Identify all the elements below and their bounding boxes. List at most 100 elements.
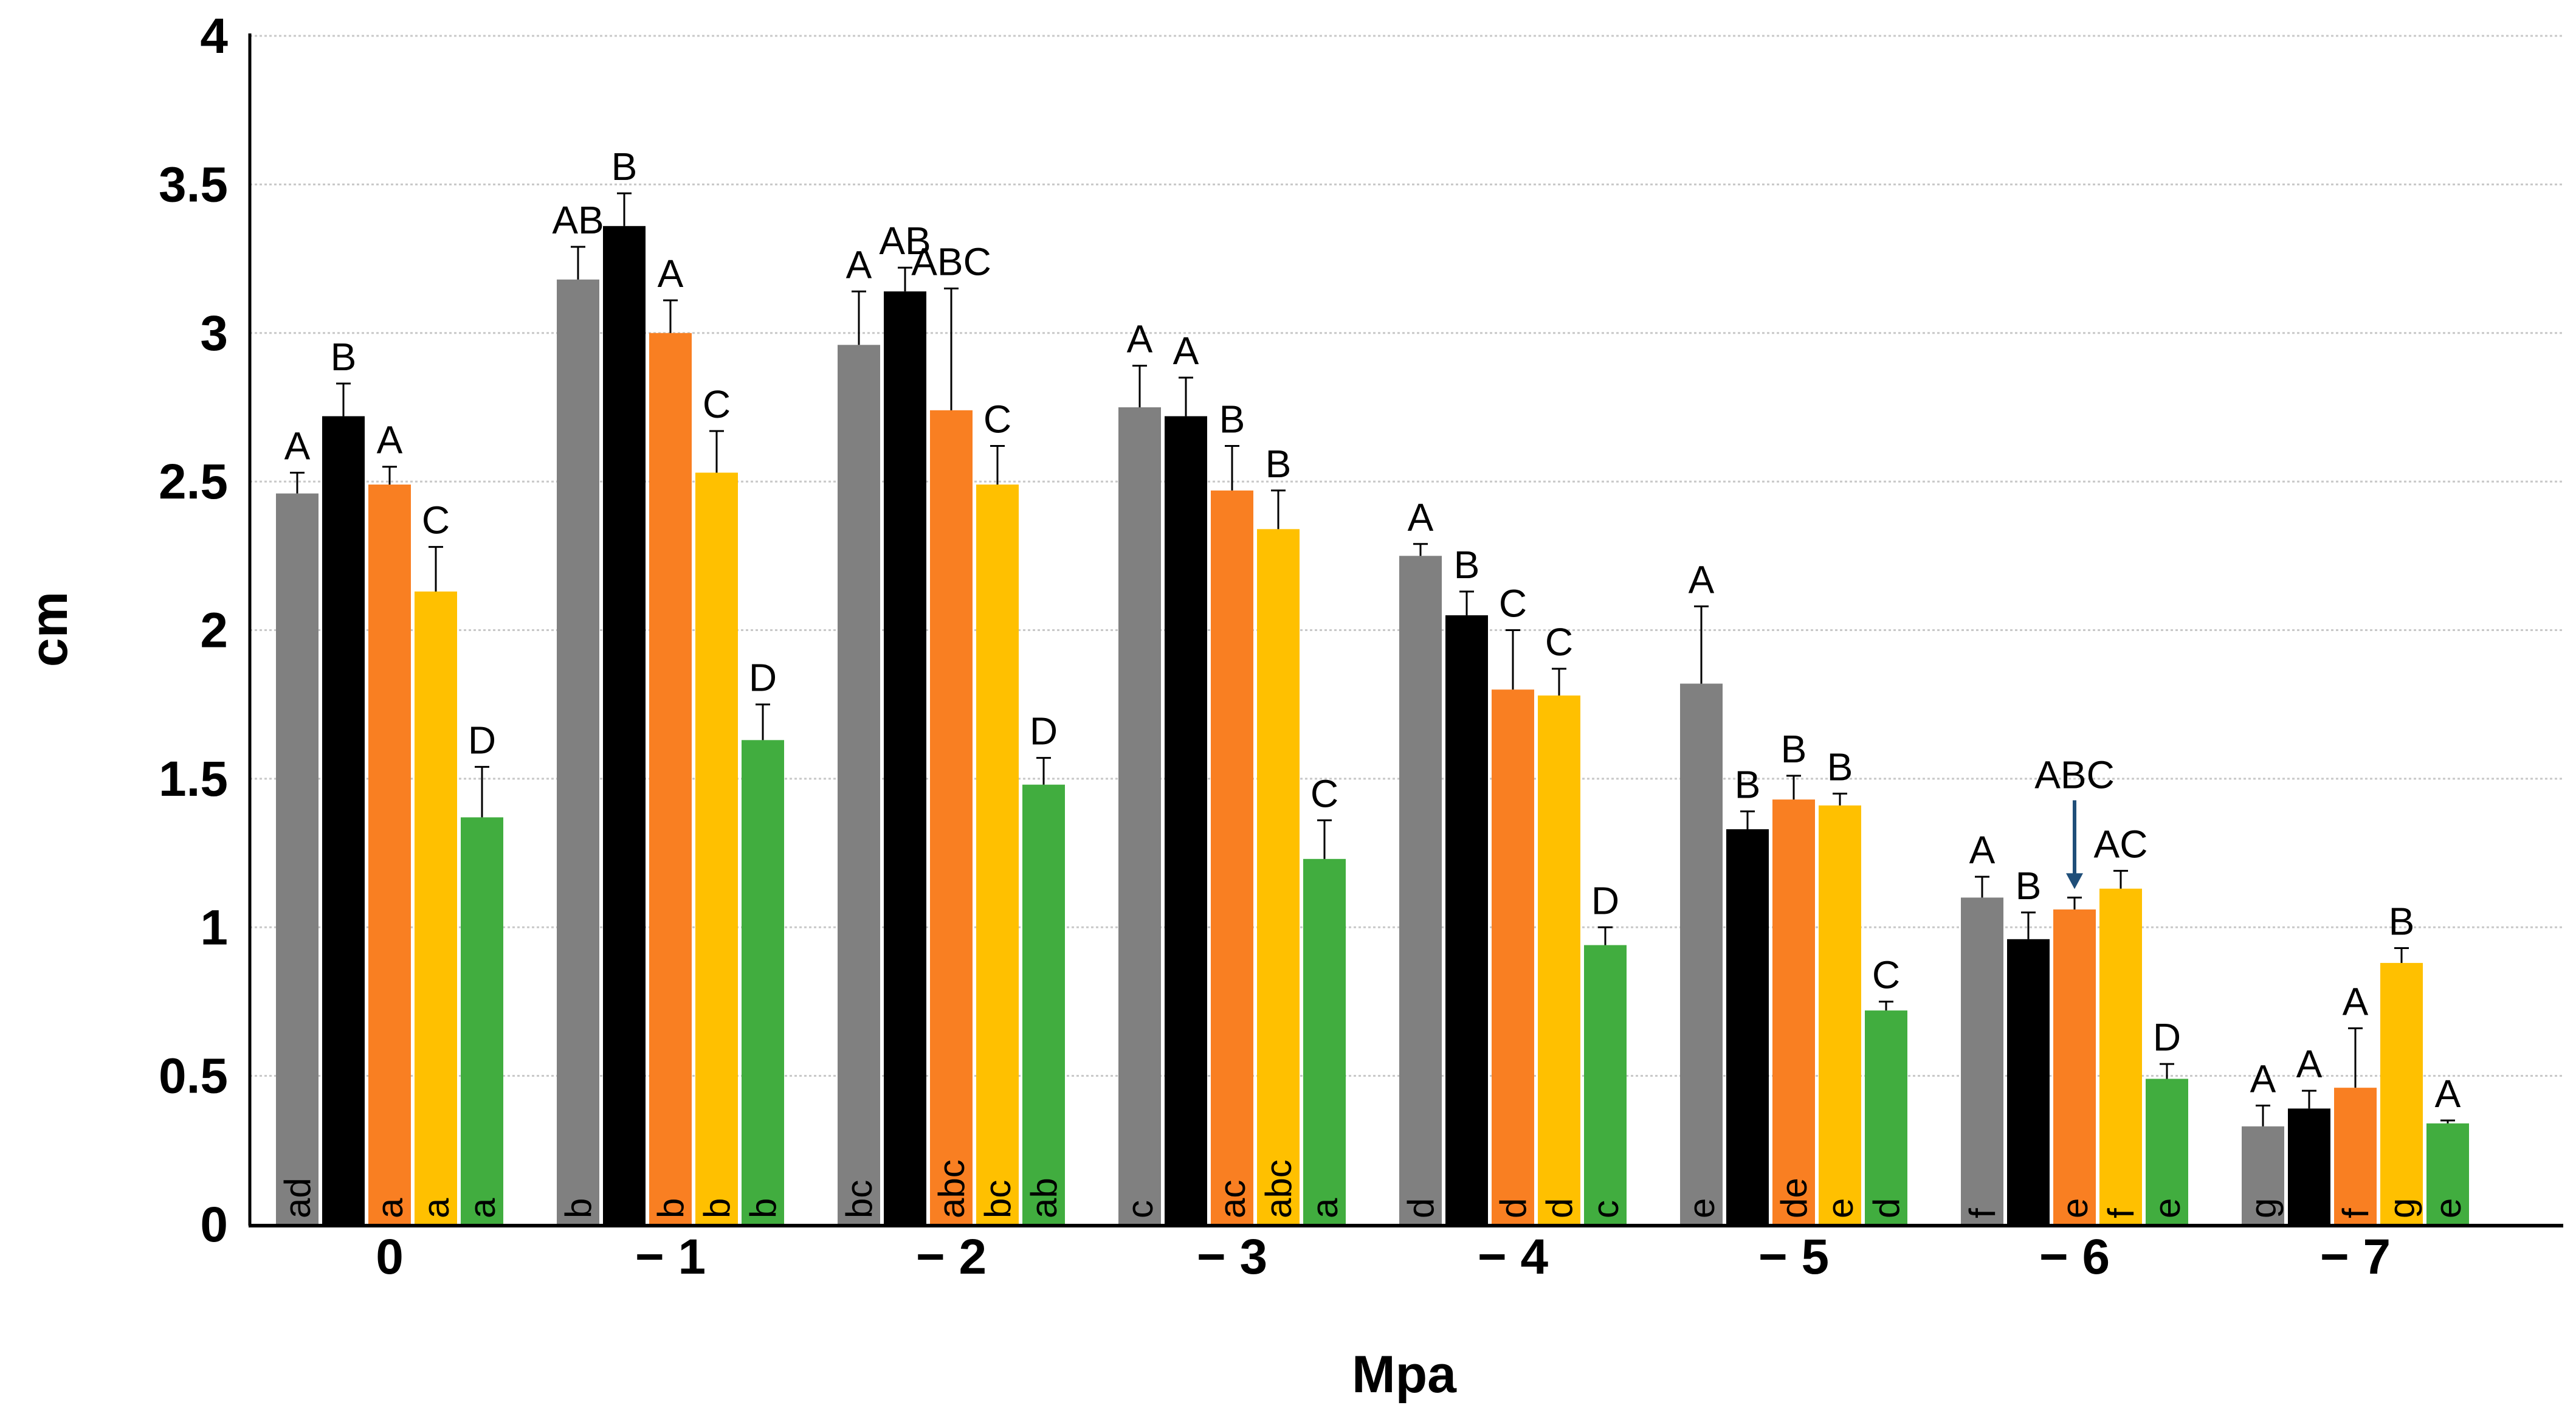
bar	[1772, 799, 1815, 1224]
bar	[1257, 529, 1300, 1225]
bar	[2242, 1126, 2284, 1224]
significance-letter-top: A	[1969, 828, 1996, 872]
significance-letter-top: D	[749, 656, 777, 700]
significance-letter-bottom: a	[462, 1198, 503, 1218]
significance-letter-bottom: e	[2147, 1198, 2188, 1218]
bar	[322, 416, 365, 1224]
bar	[557, 279, 599, 1224]
y-tick-label: 4	[200, 9, 228, 64]
significance-letter-top: ABC	[2034, 753, 2115, 796]
significance-letter-bottom: g	[2243, 1198, 2284, 1218]
significance-letter-bottom: c	[1585, 1200, 1626, 1218]
significance-letter-bottom: ad	[277, 1178, 318, 1218]
tick-labels: 0 0.5 1 1.5 2 2.5 3 3.5 4 0 − 1 − 2 − 3 − 4 − 5 − 6 − 7	[159, 9, 2391, 1285]
y-tick-label: 1	[200, 900, 228, 955]
significance-letter-bottom: e	[2054, 1198, 2095, 1218]
bar	[2380, 962, 2423, 1224]
significance-letter-bottom: a	[370, 1198, 410, 1218]
bar	[742, 740, 784, 1224]
significance-letter-top: C	[1872, 953, 1900, 996]
significance-letter-bottom: a	[416, 1198, 456, 1218]
significance-letter-bottom: a	[1166, 1198, 1207, 1218]
significance-letter-bottom: d	[1400, 1198, 1441, 1218]
bar	[649, 333, 692, 1224]
y-tick-label: 0.5	[159, 1049, 228, 1104]
x-tick-label: − 7	[2320, 1229, 2391, 1285]
significance-letter-bottom: bc	[839, 1180, 880, 1218]
significance-letter-top: AC	[2094, 822, 2148, 866]
significance-letter-bottom: e	[1727, 1198, 1768, 1218]
x-tick-label: − 2	[916, 1229, 987, 1285]
bar	[415, 591, 457, 1224]
bar	[930, 410, 973, 1225]
y-tick-label: 2.5	[159, 454, 228, 509]
bar	[838, 345, 880, 1224]
bars: AadBaAaCaDaABbBbAbCbDbAbcABcABCabcCbcDab…	[276, 145, 2469, 1225]
bar	[884, 291, 926, 1225]
significance-letter-top: A	[1689, 557, 1715, 601]
bar	[1538, 695, 1580, 1224]
significance-letter-top: A	[1408, 495, 1434, 539]
significance-letter-bottom: g	[2289, 1198, 2330, 1218]
significance-letter-top: B	[1735, 763, 1761, 807]
bar	[976, 485, 1019, 1225]
significance-letter-bottom: f	[1962, 1208, 2003, 1218]
bar	[1022, 784, 1065, 1224]
significance-letter-bottom: de	[1774, 1178, 1814, 1218]
bar	[1165, 416, 1207, 1224]
significance-letter-top: A	[1127, 317, 1153, 361]
significance-letter-top: D	[2153, 1015, 2181, 1059]
significance-letter-top: C	[1310, 771, 1338, 815]
y-tick-label: 1.5	[159, 751, 228, 807]
arrow-head-icon	[2066, 873, 2083, 889]
significance-letter-bottom: b	[604, 1198, 645, 1218]
bar	[2099, 888, 2142, 1224]
significance-letter-bottom: abc	[931, 1159, 972, 1218]
bar	[461, 817, 503, 1224]
significance-letter-top: A	[2296, 1042, 2323, 1086]
bar	[603, 226, 646, 1224]
significance-letter-bottom: bc	[977, 1180, 1018, 1218]
significance-letter-bottom: f	[2101, 1208, 2141, 1218]
significance-letter-top: AB	[552, 198, 604, 242]
significance-letter-bottom: f	[2335, 1208, 2376, 1218]
significance-letter-bottom: b	[697, 1198, 737, 1218]
significance-letter-top: C	[1545, 620, 1573, 664]
significance-letter-top: B	[1827, 745, 1853, 789]
significance-letter-bottom: e	[2428, 1198, 2468, 1218]
significance-letter-bottom: g	[2381, 1198, 2422, 1218]
bar	[2288, 1108, 2330, 1224]
significance-letter-top: A	[2343, 979, 2369, 1023]
significance-letter-bottom: d	[1447, 1198, 1487, 1218]
bar	[1819, 805, 1861, 1224]
bar	[2007, 939, 2050, 1224]
bar	[1680, 683, 1723, 1224]
bar	[1726, 829, 1769, 1224]
significance-letter-top: C	[422, 499, 450, 542]
significance-letter-bottom: c	[885, 1200, 926, 1218]
bar	[2334, 1088, 2377, 1224]
significance-letter-bottom: d	[1866, 1198, 1907, 1218]
bar	[1865, 1010, 1907, 1224]
significance-letter-top: C	[983, 397, 1011, 441]
significance-letter-top: A	[284, 424, 311, 468]
significance-letter-top: D	[1030, 709, 1058, 753]
bar	[1584, 945, 1627, 1224]
significance-letter-top: A	[377, 418, 403, 462]
significance-letter-top: B	[2016, 864, 2042, 908]
bar	[1445, 615, 1488, 1224]
bar	[1399, 556, 1442, 1224]
significance-letter-bottom: f	[2008, 1208, 2049, 1218]
significance-letter-top: C	[1499, 582, 1527, 626]
significance-letter-bottom: e	[1820, 1198, 1861, 1218]
significance-letter-top: A	[2250, 1057, 2276, 1101]
x-tick-label: 0	[376, 1229, 404, 1285]
x-tick-label: − 3	[1197, 1229, 1267, 1285]
bar	[1492, 689, 1534, 1224]
significance-letter-top: AB	[879, 219, 931, 263]
significance-letter-bottom: a	[323, 1198, 364, 1218]
x-tick-label: − 5	[1758, 1229, 1829, 1285]
significance-letter-bottom: d	[1539, 1198, 1580, 1218]
significance-letter-bottom: d	[1493, 1198, 1534, 1218]
